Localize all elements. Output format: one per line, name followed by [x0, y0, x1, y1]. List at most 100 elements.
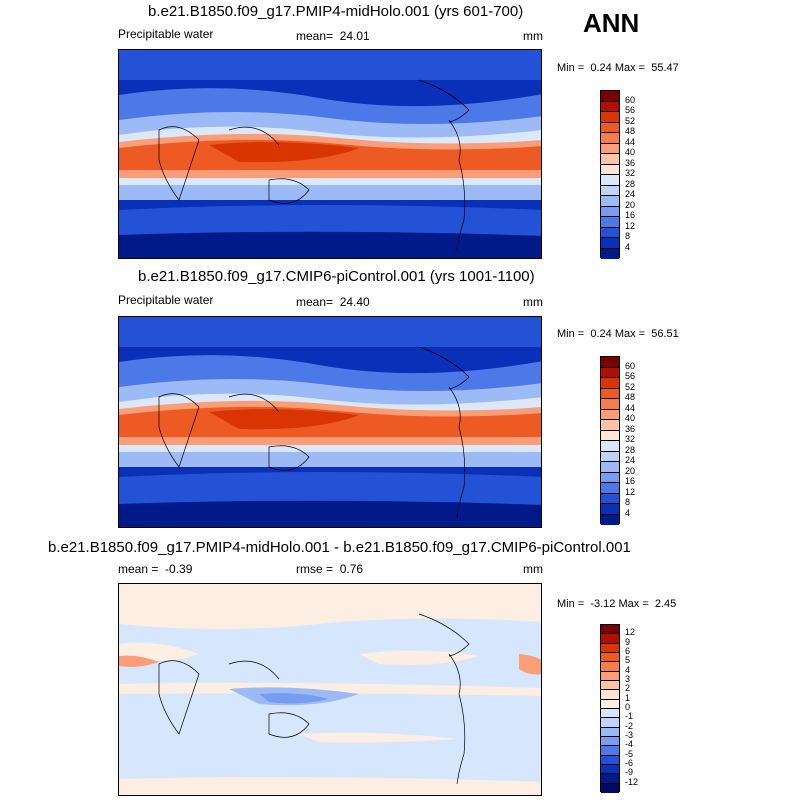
colorbar-swatch	[601, 662, 619, 672]
colorbar-tick-label: -12	[625, 776, 639, 787]
colorbar-tick-label: 3	[625, 674, 631, 684]
colorbar-tick-label: 28	[625, 178, 636, 189]
colorbar-swatch	[601, 409, 619, 420]
colorbar-swatch	[601, 774, 619, 784]
colorbar-tick-label: 12	[625, 220, 636, 231]
colorbar-swatch	[601, 206, 619, 217]
colorbar-swatch	[601, 378, 619, 389]
colorbar-swatch	[601, 420, 619, 431]
panel2-units: mm	[523, 295, 543, 309]
panel3-units: mm	[523, 562, 543, 576]
colorbar-swatch	[601, 399, 619, 410]
colorbar-tick-label: -6	[625, 758, 634, 768]
colorbar-tick-label: 5	[625, 655, 631, 666]
colorbar-swatch	[601, 504, 619, 515]
panel1-title: b.e21.B1850.f09_g17.PMIP4-midHolo.001 (y…	[148, 3, 524, 20]
colorbar-swatch	[601, 227, 619, 238]
colorbar-tick-label: 8	[625, 497, 631, 507]
colorbar-tick-label: 24	[625, 189, 636, 199]
colorbar-tick-label: 36	[625, 423, 636, 434]
colorbar-tick-label: -4	[625, 739, 634, 750]
colorbar-swatch	[601, 101, 619, 112]
colorbar-tick-label: 1	[625, 692, 631, 703]
colorbar-tick-label: 32	[625, 434, 636, 444]
colorbar-swatch	[601, 133, 619, 144]
colorbar-tick-label: 60	[625, 94, 636, 105]
colorbar-swatch	[601, 430, 619, 441]
colorbar-swatch	[601, 451, 619, 462]
colorbar-tick-label: 48	[625, 392, 636, 402]
colorbar-tick-label: 40	[625, 147, 636, 157]
panel1-mean: mean= 24.01	[296, 29, 370, 43]
panel2-variable-label: Precipitable water	[118, 293, 214, 307]
panel2-mean: mean= 24.40	[296, 295, 370, 309]
colorbar-tick-label: 40	[625, 413, 636, 423]
colorbar-swatch	[601, 164, 619, 175]
colorbar-swatch	[601, 764, 619, 775]
colorbar-tick-label: 24	[625, 455, 636, 465]
panel1-variable-label: Precipitable water	[118, 27, 214, 41]
panel3-map	[118, 583, 542, 796]
colorbar-swatch	[601, 248, 619, 259]
colorbar-tick-label: 9	[625, 636, 631, 647]
colorbar-tick-label: 20	[625, 199, 636, 210]
colorbar-tick-label: 36	[625, 157, 636, 168]
colorbar-swatch	[601, 755, 619, 765]
colorbar-swatch	[601, 736, 619, 747]
colorbar-tick-label: -3	[625, 730, 634, 740]
colorbar-swatch	[601, 643, 619, 653]
colorbar-swatch	[601, 746, 619, 756]
colorbar-swatch	[601, 357, 619, 368]
colorbar-swatch	[601, 652, 619, 663]
colorbar-swatch	[601, 699, 619, 709]
colorbar-swatch	[601, 112, 619, 123]
panel1-units: mm	[523, 29, 543, 43]
colorbar-tick-label: 12	[625, 627, 636, 638]
colorbar-swatch	[601, 514, 619, 525]
colorbar-tick-label: 20	[625, 465, 636, 476]
colorbar-tick-label: 16	[625, 210, 636, 220]
colorbar-swatch	[601, 217, 619, 228]
colorbar-tick-label: 8	[625, 231, 631, 241]
panel3-mean: mean = -0.39	[118, 562, 193, 576]
colorbar-swatch	[601, 718, 619, 728]
colorbar-tick-label: -9	[625, 767, 634, 778]
colorbar-tick-label: 48	[625, 126, 636, 136]
colorbar-tick-label: 32	[625, 168, 636, 178]
colorbar-tick-label: 12	[625, 486, 636, 497]
colorbar-tick-label: 56	[625, 105, 636, 115]
colorbar-swatch	[601, 493, 619, 504]
colorbar-tick-label: 60	[625, 360, 636, 371]
colorbar-swatch	[601, 388, 619, 399]
colorbar-swatch	[601, 154, 619, 165]
colorbar-swatch	[601, 783, 619, 793]
colorbar-tick-label: -5	[625, 748, 634, 759]
colorbar-swatch	[601, 671, 619, 681]
colorbar-swatch	[601, 185, 619, 196]
colorbar-swatch	[601, 483, 619, 494]
colorbar-swatch	[601, 680, 619, 691]
colorbar-swatch	[601, 634, 619, 644]
season-label: ANN	[583, 8, 640, 38]
colorbar-swatch	[601, 143, 619, 154]
panel3-colorbar	[600, 624, 620, 793]
colorbar-tick-label: 4	[625, 664, 631, 675]
panel3-rmse: rmse = 0.76	[296, 562, 364, 576]
colorbar-tick-label: 6	[625, 646, 631, 656]
panel1-colorbar	[600, 90, 620, 259]
colorbar-swatch	[601, 625, 619, 635]
colorbar-tick-label: 4	[625, 507, 631, 518]
colorbar-tick-label: -2	[625, 720, 634, 731]
colorbar-tick-label: 52	[625, 115, 636, 126]
colorbar-swatch	[601, 441, 619, 452]
colorbar-swatch	[601, 708, 619, 719]
colorbar-swatch	[601, 472, 619, 483]
panel2-colorbar	[600, 356, 620, 525]
colorbar-swatch	[601, 122, 619, 133]
panel3-title: b.e21.B1850.f09_g17.PMIP4-midHolo.001 - …	[48, 539, 631, 556]
colorbar-tick-label: 44	[625, 402, 636, 413]
panel3-minmax: Min = -3.12 Max = 2.45	[557, 598, 677, 610]
colorbar-swatch	[601, 91, 619, 102]
colorbar-swatch	[601, 238, 619, 249]
colorbar-tick-label: -1	[625, 711, 634, 722]
